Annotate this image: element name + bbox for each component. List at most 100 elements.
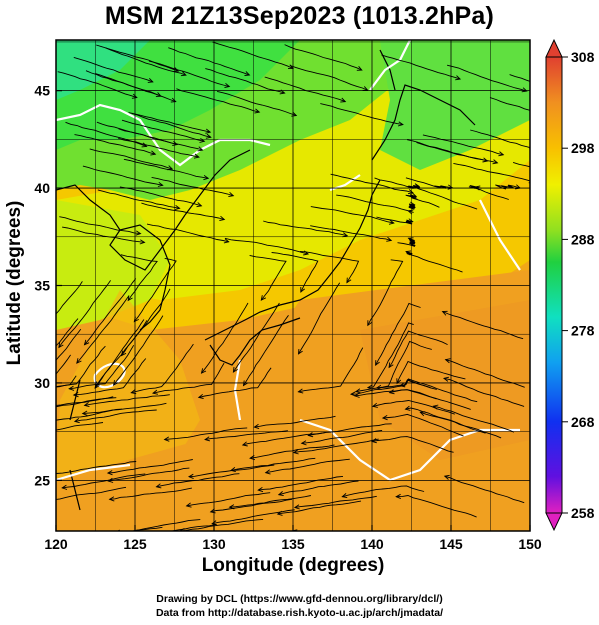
streamline-arrow (356, 66, 363, 71)
streamline (151, 176, 234, 197)
streamline-arrow (297, 348, 303, 355)
streamline-arrow (386, 236, 393, 242)
streamline (56, 318, 79, 347)
streamline-arrow (395, 493, 401, 500)
streamline (382, 413, 464, 437)
streamline (121, 119, 205, 142)
streamline-arrow (388, 389, 395, 395)
streamline-arrow (367, 320, 373, 327)
streamline (265, 458, 350, 474)
streamline-arrow (590, 179, 595, 183)
streamline-arrow (444, 358, 451, 364)
streamline-arrow (187, 473, 194, 480)
streamline (152, 362, 225, 394)
streamline (277, 500, 362, 515)
streamline (84, 394, 170, 406)
streamline (164, 427, 248, 440)
streamline-arrow (50, 472, 55, 476)
streamline-arrow (155, 92, 162, 97)
streamline (168, 47, 250, 76)
streamline (96, 44, 179, 72)
streamline-arrow (203, 175, 210, 181)
streamline-arrow (155, 483, 162, 489)
streamline (367, 259, 404, 326)
credits: Drawing by DCL (https://www.gfd-dennou.o… (0, 592, 599, 620)
colorbar-tick-label: 278 (571, 323, 595, 339)
streamline (301, 430, 383, 444)
streamline (250, 444, 335, 459)
colorbar-scale (545, 56, 563, 514)
streamline (56, 461, 137, 474)
streamline-arrow (135, 230, 142, 236)
streamline (512, 161, 530, 168)
streamline (372, 400, 455, 415)
streamline (57, 71, 137, 99)
streamline-arrow (151, 389, 158, 395)
streamline (56, 408, 123, 421)
y-tick-label: 40 (34, 180, 50, 196)
streamline-arrow (141, 142, 148, 148)
streamline (388, 330, 448, 368)
streamline (290, 65, 368, 91)
streamline (56, 328, 82, 361)
streamline-arrow (300, 440, 307, 446)
x-tick-label: 120 (44, 536, 68, 552)
streamline (310, 225, 392, 241)
streamline-arrow (371, 402, 378, 408)
streamline (495, 184, 521, 190)
streamline-arrow (1, 387, 6, 391)
streamline (59, 216, 141, 235)
streamline-arrow (521, 87, 528, 93)
streamline (376, 340, 432, 389)
streamline (65, 121, 147, 147)
streamline (320, 103, 403, 126)
x-tick-label: 145 (439, 536, 463, 552)
streamline-arrow (229, 467, 236, 473)
streamline (126, 519, 201, 531)
x-axis-ticks: 120 125 130 135 140 145 150 (44, 525, 542, 552)
streamline (62, 226, 145, 243)
streamline (367, 322, 414, 389)
map-title: MSM 21Z13Sep2023 (1013.2hPa) (104, 2, 495, 30)
streamline (108, 467, 190, 482)
streamline-arrow (223, 238, 230, 244)
streamline-arrow (131, 93, 138, 99)
streamline (131, 113, 211, 138)
colorbar-min-arrow (545, 512, 563, 532)
streamline-arrow (72, 392, 79, 398)
streamline (84, 278, 137, 345)
streamline (109, 487, 192, 500)
streamline-arrow (414, 183, 421, 189)
streamline-arrow (185, 502, 192, 508)
streamline-arrow (407, 218, 414, 224)
streamline (242, 432, 326, 446)
streamline-arrow (349, 391, 356, 397)
streamline-arrow (83, 339, 90, 346)
streamline (89, 148, 173, 170)
streamline (396, 360, 466, 384)
streamline (82, 402, 167, 414)
streamline (355, 379, 437, 393)
streamline (56, 345, 106, 388)
streamline-arrow (354, 388, 361, 394)
y-tick-label: 35 (34, 278, 50, 294)
streamline-arrow (21, 431, 26, 435)
streamline (121, 288, 171, 356)
streamline (342, 485, 425, 498)
streamline-arrow (130, 389, 137, 395)
streamline (254, 415, 336, 428)
streamline-arrow (307, 432, 314, 438)
streamline-arrow (474, 185, 481, 191)
streamline-arrow (68, 385, 75, 391)
streamline-arrow (180, 71, 187, 77)
streamline (249, 254, 287, 301)
streamline-arrow (498, 151, 505, 157)
streamline (94, 319, 145, 389)
streamline (407, 139, 488, 162)
x-axis-label: Longitude (degrees) (201, 555, 385, 576)
colorbar-tick-label: 298 (571, 140, 595, 156)
streamline (113, 315, 164, 386)
streamline (405, 177, 453, 189)
x-tick-label: 140 (360, 536, 384, 552)
colorbar-tick-label: 288 (571, 231, 595, 247)
